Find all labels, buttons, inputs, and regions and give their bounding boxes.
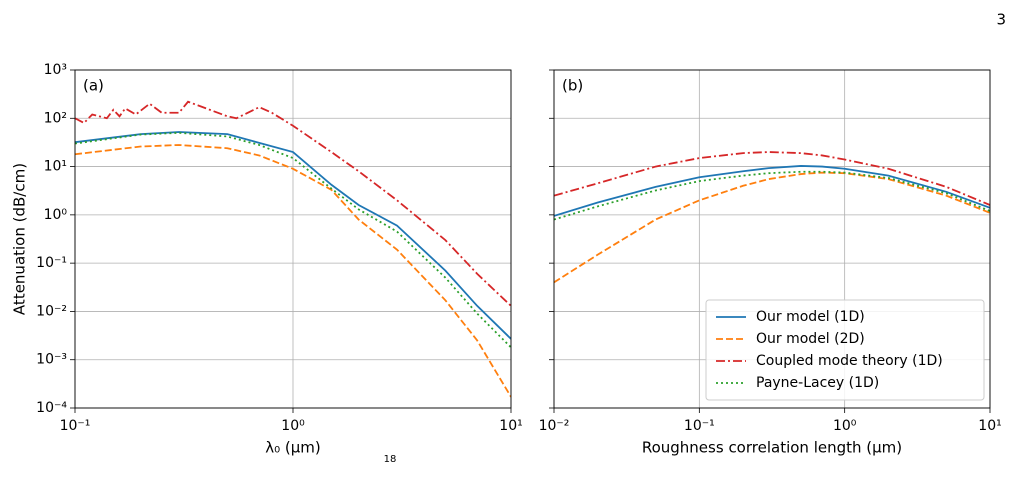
x-tick-label: 10⁻¹ xyxy=(60,418,91,434)
legend-label: Payne-Lacey (1D) xyxy=(756,375,879,391)
x-tick-label: 10⁻¹ xyxy=(684,418,715,434)
series-line xyxy=(75,144,511,398)
y-tick-label: 10⁻³ xyxy=(36,352,67,368)
series-line xyxy=(75,131,511,349)
x-tick-label: 10¹ xyxy=(499,418,522,434)
footnote-mark: 18 xyxy=(384,454,397,465)
panel-label: (b) xyxy=(562,77,583,95)
x-tick-label: 10¹ xyxy=(978,418,1001,434)
y-tick-label: 10⁻¹ xyxy=(36,255,67,271)
series-line xyxy=(75,131,511,340)
y-axis-label: Attenuation (dB/cm) xyxy=(11,163,29,315)
legend-label: Coupled mode theory (1D) xyxy=(756,353,943,369)
y-tick-label: 10⁰ xyxy=(44,207,68,223)
y-tick-label: 10⁻⁴ xyxy=(36,400,67,416)
y-tick-label: 10⁻² xyxy=(36,303,67,319)
panel-label: (a) xyxy=(83,77,104,95)
legend-label: Our model (2D) xyxy=(756,331,865,347)
x-tick-label: 10⁻² xyxy=(539,418,570,434)
y-tick-label: 10¹ xyxy=(44,159,67,175)
x-axis-label: λ₀ (μm) xyxy=(265,439,321,457)
y-tick-label: 10² xyxy=(44,110,67,126)
series-line xyxy=(75,100,511,307)
x-tick-label: 10⁰ xyxy=(833,418,857,434)
y-tick-label: 10³ xyxy=(44,62,67,78)
legend-label: Our model (1D) xyxy=(756,309,865,325)
series-line xyxy=(554,170,990,221)
axes-frame xyxy=(553,69,991,409)
series-line xyxy=(554,165,990,217)
page-number: 3 xyxy=(996,11,1006,29)
x-axis-label: Roughness correlation length (μm) xyxy=(642,439,902,457)
x-tick-label: 10⁰ xyxy=(281,418,305,434)
series-line xyxy=(554,171,990,284)
axes-frame xyxy=(74,69,512,409)
legend-box xyxy=(705,299,985,401)
